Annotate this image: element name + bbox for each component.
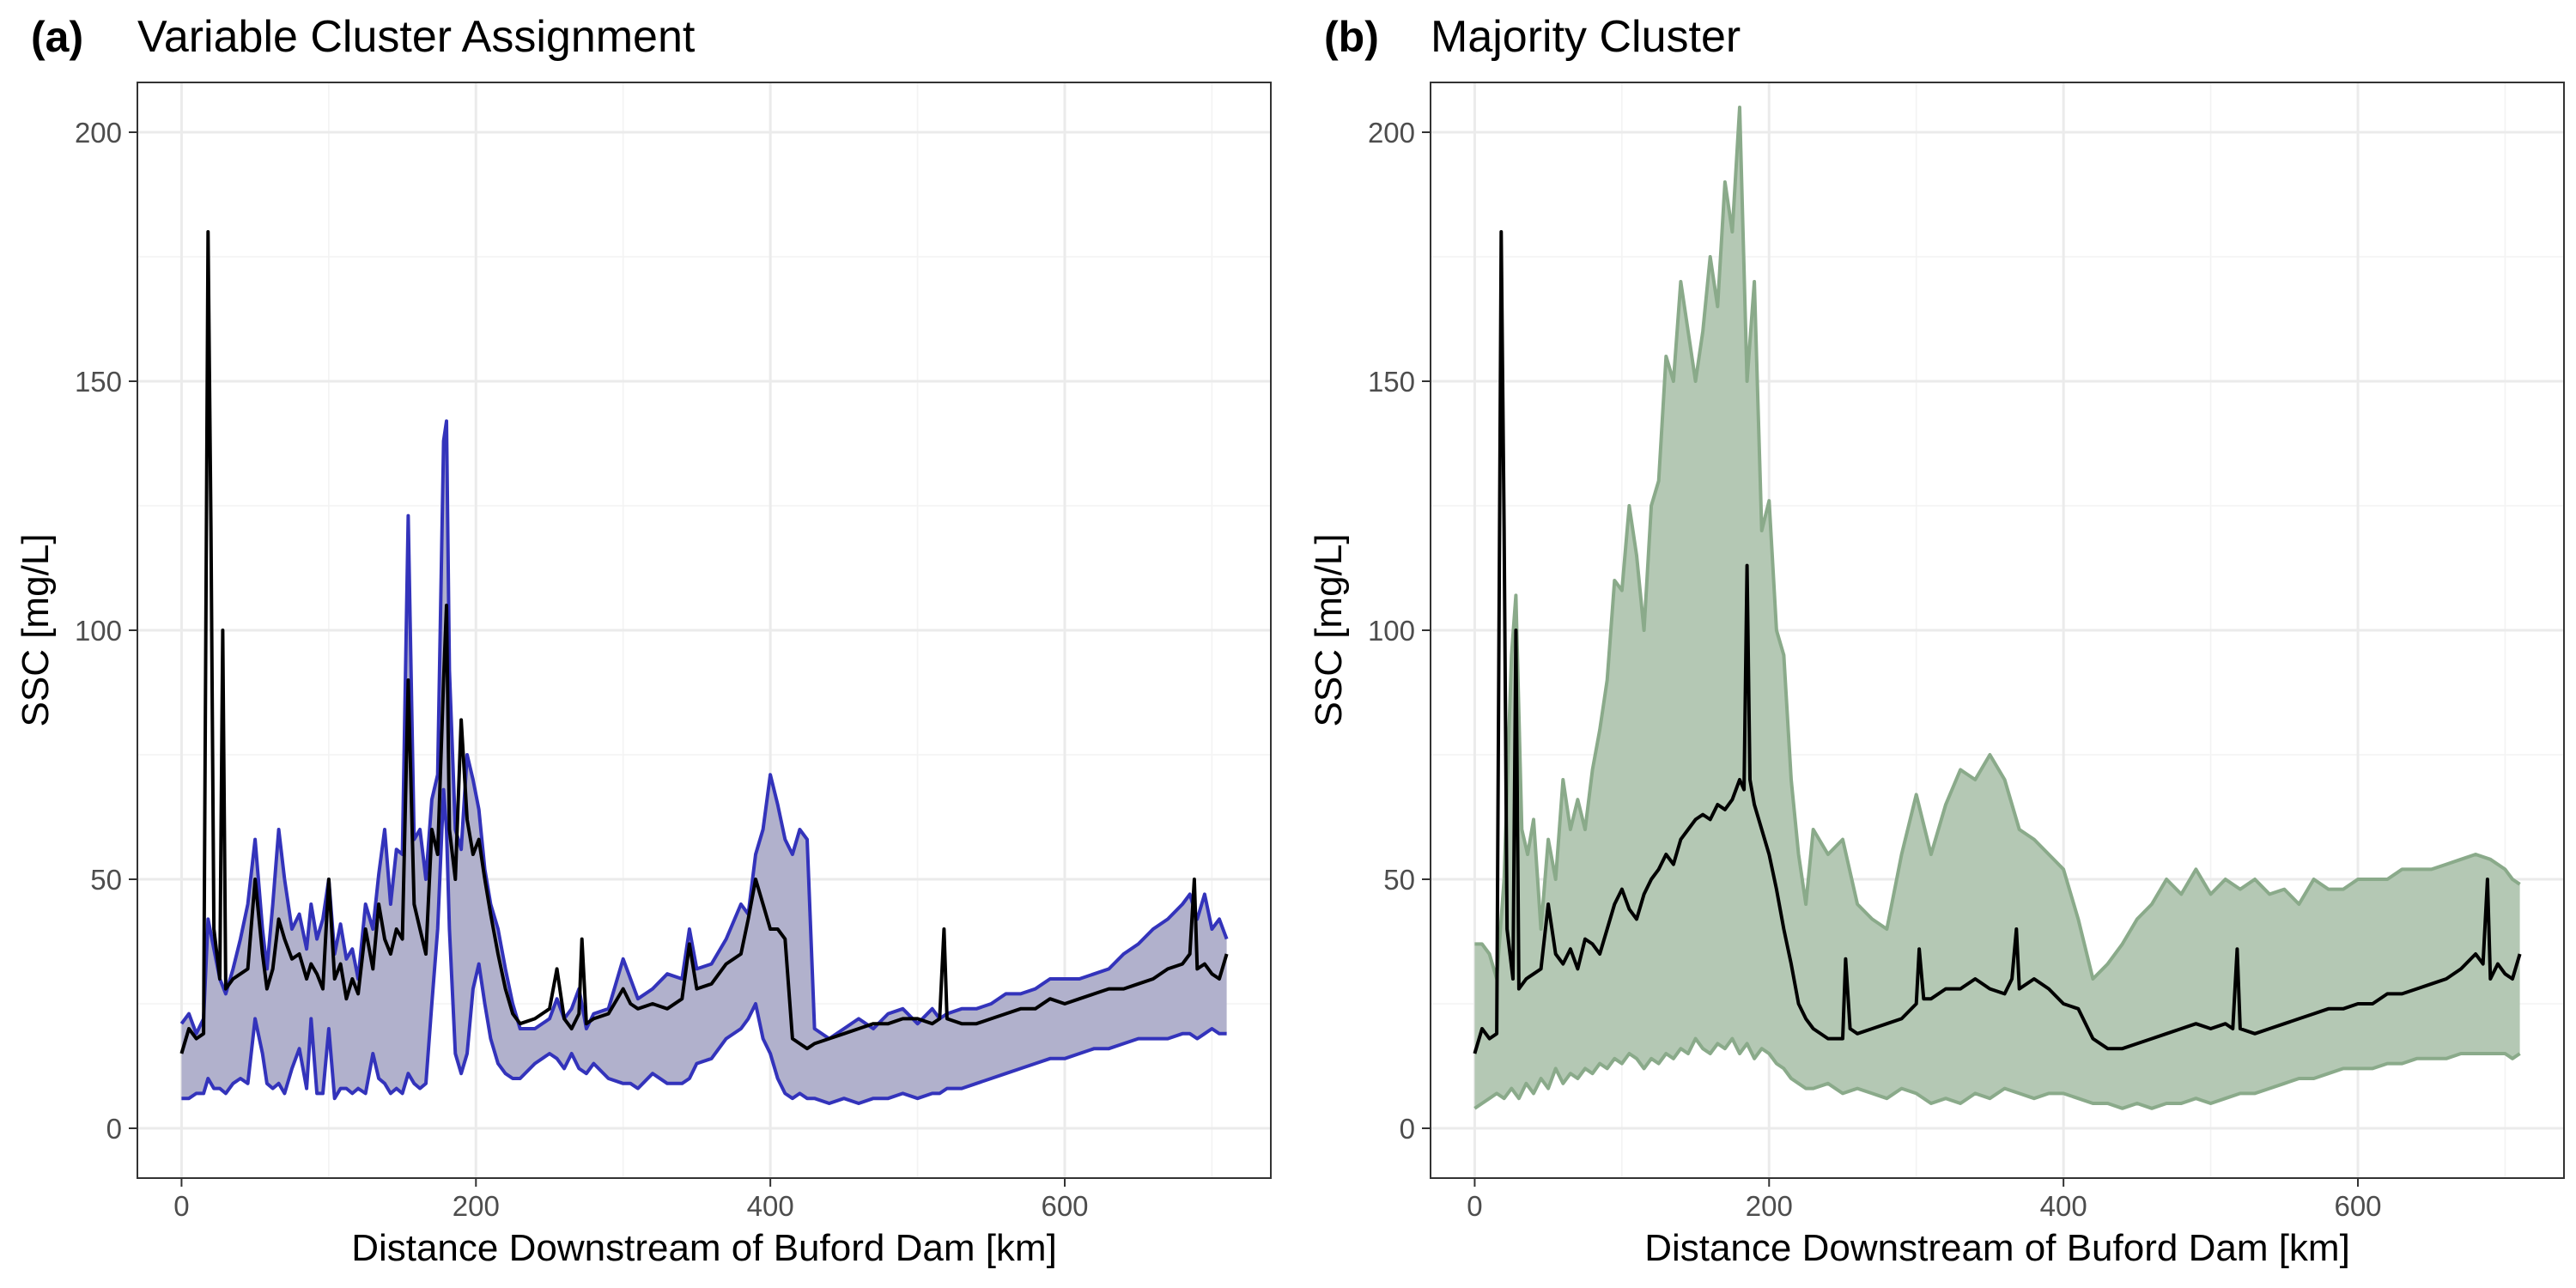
y-tick-label: 100 xyxy=(75,615,122,647)
range-ribbon xyxy=(181,421,1227,1103)
y-axis-title: SSC [mg/L] xyxy=(15,534,57,727)
panel-b: (b) Majority Cluster 0 200 400 600 0 50 100 150… xyxy=(1308,12,2565,1269)
y-tick-label: 50 xyxy=(90,864,122,896)
panel-label-a: (a) xyxy=(31,13,83,61)
upper-bound-line xyxy=(179,419,1229,1041)
panel-label-b: (b) xyxy=(1324,13,1379,61)
y-tick-label: 50 xyxy=(1383,864,1415,896)
upper-bound-line xyxy=(1474,106,2521,981)
median-line xyxy=(179,230,1229,1054)
x-tick-label: 200 xyxy=(453,1190,500,1222)
y-tick-label: 150 xyxy=(1368,366,1415,398)
x-tick-label: 600 xyxy=(2334,1190,2381,1222)
y-tick-label: 150 xyxy=(75,366,122,398)
lower-bound-line xyxy=(1473,1036,2521,1110)
panel-title-b: Majority Cluster xyxy=(1431,12,1741,62)
y-axis-title: SSC [mg/L] xyxy=(1308,534,1350,727)
plot-area-a xyxy=(179,230,1229,1105)
median-line xyxy=(1473,230,2522,1054)
x-tick-label: 400 xyxy=(747,1190,794,1222)
range-ribbon xyxy=(1474,107,2520,1109)
panel-a: (a) Variable Cluster Assignment 0 200 400 6… xyxy=(15,12,1272,1269)
x-axis-title: Distance Downstream of Buford Dam [km] xyxy=(351,1227,1057,1269)
lower-bound-line xyxy=(181,787,1227,1105)
axes-b: 0 200 400 600 0 50 100 150 200 xyxy=(1368,117,2382,1222)
y-tick-label: 0 xyxy=(106,1113,122,1145)
x-tick-label: 0 xyxy=(173,1190,189,1222)
y-tick-label: 0 xyxy=(1400,1113,1415,1145)
y-tick-label: 100 xyxy=(1368,615,1415,647)
y-tick-label: 200 xyxy=(75,117,122,149)
grid-a xyxy=(137,82,1271,1178)
x-tick-label: 0 xyxy=(1467,1190,1482,1222)
panel-title-a: Variable Cluster Assignment xyxy=(137,12,696,62)
x-tick-label: 600 xyxy=(1041,1190,1088,1222)
x-tick-label: 400 xyxy=(2040,1190,2087,1222)
x-tick-label: 200 xyxy=(1746,1190,1793,1222)
y-tick-label: 200 xyxy=(1368,117,1415,149)
x-axis-title: Distance Downstream of Buford Dam [km] xyxy=(1644,1227,2350,1269)
axes-a: 0 200 400 600 0 50 100 150 200 xyxy=(75,117,1089,1222)
plot-area-b xyxy=(1473,106,2522,1110)
